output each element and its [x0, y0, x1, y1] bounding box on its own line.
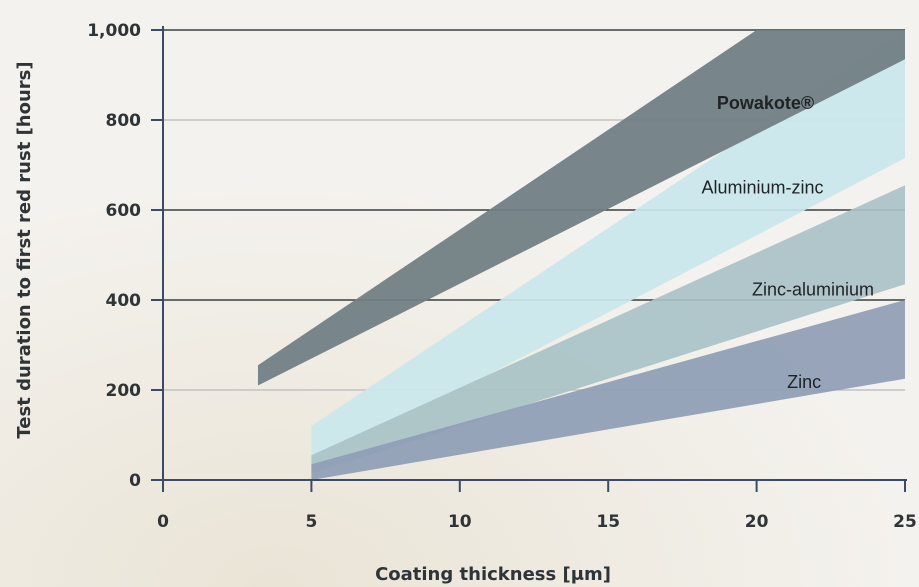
band-aluminium-zinc [311, 30, 905, 467]
y-tick-label: 200 [106, 381, 142, 401]
y-axis-title: Test duration to first red rust [hours] [14, 61, 35, 438]
series-label-zinc-aluminium: Zinc-aluminium [752, 280, 874, 300]
axes [151, 26, 907, 492]
y-tick-label: 600 [106, 201, 142, 221]
x-tick-label: 15 [596, 512, 620, 532]
x-tick-label: 25 [893, 512, 917, 532]
x-tick-label: 0 [157, 512, 169, 532]
y-tick-label: 800 [106, 111, 142, 131]
x-tick-label: 20 [745, 512, 769, 532]
x-tick-label: 5 [305, 512, 317, 532]
band-powakote [257, 30, 905, 386]
band-zinc [311, 300, 905, 480]
series-labels: Zinc Zinc-aluminium Aluminium-zinc Powakote… [702, 93, 874, 392]
y-tick-label: 1,000 [87, 21, 141, 41]
series-label-zinc: Zinc [787, 372, 821, 392]
tick-labels: 0 200 400 600 800 1,000 0 5 10 15 20 25 [87, 21, 917, 532]
series-bands [257, 30, 905, 480]
y-tick-label: 0 [129, 471, 141, 491]
series-label-aluminium-zinc: Aluminium-zinc [702, 177, 824, 197]
x-axis-title: Coating thickness [μm] [375, 564, 611, 585]
x-tick-label: 10 [448, 512, 472, 532]
band-zinc-aluminium [311, 185, 905, 474]
series-label-powakote: Powakote® [717, 93, 814, 113]
y-tick-label: 400 [106, 291, 142, 311]
